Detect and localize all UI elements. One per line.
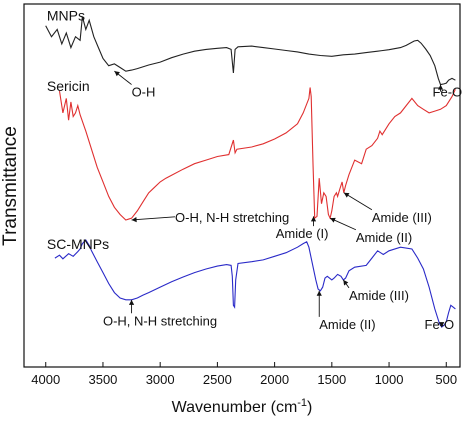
annotation-arrowhead — [437, 84, 444, 90]
x-tick-label: 1500 — [317, 372, 346, 387]
y-axis-label: Transmittance — [0, 126, 21, 246]
annotations-group: MNPs Sericin SC-MNPs O-H Fe-O O-H, N-H stretc… — [47, 7, 462, 332]
peak-annotation: Fe-O — [433, 85, 463, 100]
series-label: MNPs — [47, 7, 85, 23]
x-axis-label-end: ) — [307, 399, 312, 416]
x-tick-label: 500 — [435, 372, 457, 387]
peak-annotation: Amide (III) — [372, 210, 432, 225]
spectra-group — [45, 16, 456, 328]
peak-annotation: Amide (III) — [349, 288, 409, 303]
series-label: SC-MNPs — [47, 236, 109, 252]
series-label: Sericin — [47, 78, 90, 94]
annotation-arrowhead — [316, 290, 322, 296]
annotation-arrowhead — [114, 71, 120, 77]
peak-annotation: Amide (I) — [276, 226, 329, 241]
x-axis-label: Wavenumber (cm-1) — [172, 397, 313, 416]
peak-annotation: Amide (II) — [319, 317, 375, 332]
series-line-sericin — [58, 87, 456, 221]
annotation-arrowhead — [131, 217, 137, 223]
annotation-arrowhead — [330, 217, 336, 223]
peak-annotation: O-H — [132, 85, 156, 100]
annotation-arrowhead — [310, 216, 317, 222]
x-ticks-group: 4000 3500 3000 2500 2000 1500 1000 500 — [31, 362, 457, 387]
x-tick-label: 1000 — [375, 372, 404, 387]
annotation-arrowhead — [439, 322, 445, 328]
annotation-arrowhead — [128, 299, 135, 305]
annotation-arrowhead — [343, 192, 350, 198]
peak-annotation: Fe-O — [425, 317, 455, 332]
x-tick-label: 2000 — [260, 372, 289, 387]
series-line-sc-mnps — [54, 239, 456, 328]
peak-annotation: O-H, N-H stretching — [103, 313, 217, 328]
series-line-mnps — [45, 16, 456, 86]
annotation-arrowhead — [343, 279, 349, 286]
annotation-arrow-line — [343, 192, 373, 211]
peak-annotation: Amide (II) — [356, 230, 412, 245]
annotation-arrow-line — [131, 216, 176, 221]
x-tick-label: 2500 — [203, 372, 232, 387]
plot-frame — [23, 3, 461, 368]
x-tick-label: 3000 — [146, 372, 175, 387]
x-tick-label: 4000 — [31, 372, 60, 387]
x-axis-label-main: Wavenumber (cm — [172, 399, 298, 416]
peak-annotation: O-H, N-H stretching — [175, 210, 289, 225]
x-tick-label: 3500 — [88, 372, 117, 387]
x-axis-label-sup: -1 — [297, 397, 307, 409]
